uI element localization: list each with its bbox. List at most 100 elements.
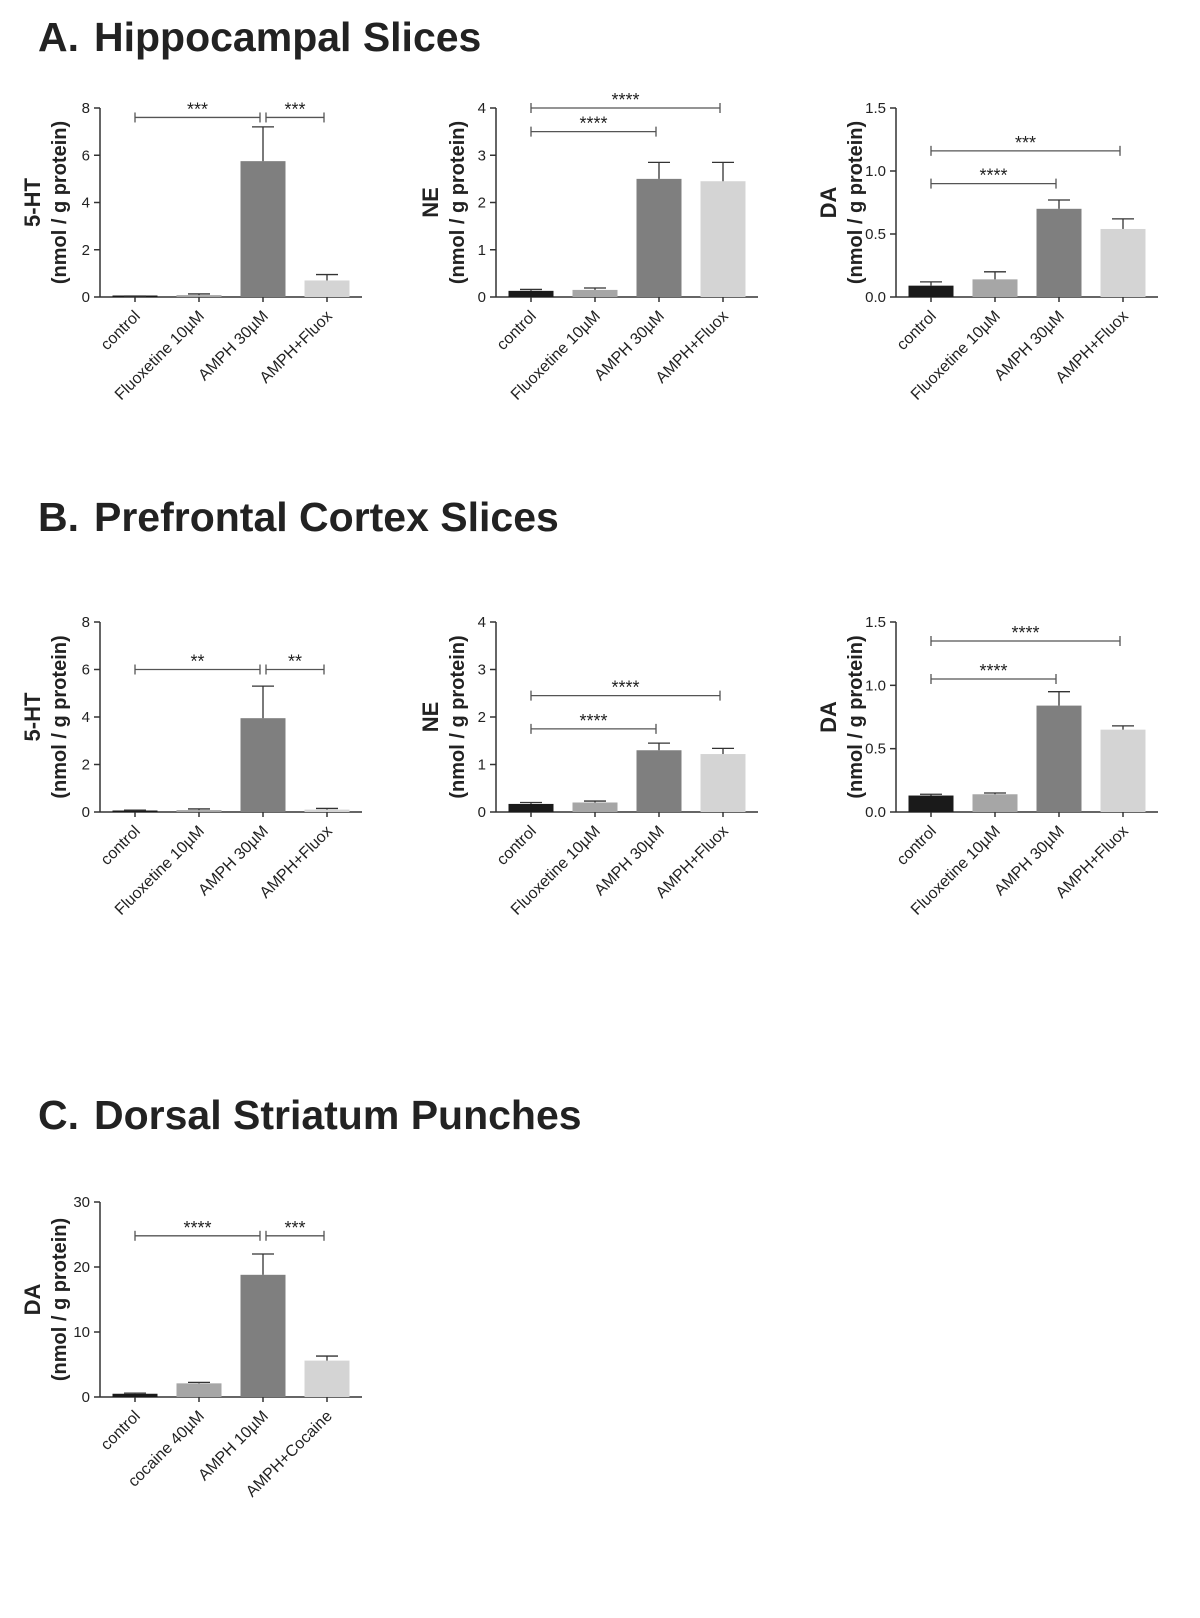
y-tick-label: 2 xyxy=(478,195,486,212)
bar xyxy=(908,285,954,297)
significance-label: **** xyxy=(611,678,639,698)
y-tick-label: 0 xyxy=(478,804,486,821)
chart-prefrontal-5ht: 5-HT (nmol / g protein)02468controlFluoxe… xyxy=(20,614,362,919)
y-tick-label: 30 xyxy=(73,1194,90,1211)
significance-label: ** xyxy=(288,652,302,672)
bar xyxy=(700,181,746,297)
bar xyxy=(176,1383,222,1397)
significance-label: *** xyxy=(284,99,305,119)
bar xyxy=(112,810,158,812)
y-tick-label: 0 xyxy=(82,1389,90,1406)
chart-prefrontal-da: DA (nmol / g protein)0.00.51.01.5controlF… xyxy=(816,614,1158,919)
significance-label: **** xyxy=(579,711,607,731)
x-category-label: control xyxy=(894,308,940,354)
y-tick-label: 10 xyxy=(73,1324,90,1341)
chart-prefrontal-ne: NE (nmol / g protein)01234controlFluoxeti… xyxy=(418,614,758,919)
section-title-c: C. Dorsal Striatum Punches xyxy=(38,1092,582,1139)
bar xyxy=(508,803,554,812)
significance-label: *** xyxy=(284,1218,305,1238)
y-axis-label: NE xyxy=(418,702,443,733)
y-tick-label: 6 xyxy=(82,662,90,679)
section-title-a: A. Hippocampal Slices xyxy=(38,14,481,61)
y-tick-label: 2 xyxy=(82,757,90,774)
y-tick-label: 2 xyxy=(82,242,90,259)
bar xyxy=(240,161,286,297)
section-name: Prefrontal Cortex Slices xyxy=(94,494,559,540)
y-tick-label: 1.0 xyxy=(865,677,886,694)
y-tick-label: 0 xyxy=(478,289,486,306)
y-tick-label: 0 xyxy=(82,289,90,306)
x-category-label: control xyxy=(494,823,540,869)
chart-hippocampal-da: DA (nmol / g protein)0.00.51.01.5controlF… xyxy=(816,100,1158,404)
significance-label: *** xyxy=(187,99,208,119)
bar xyxy=(240,1274,286,1397)
bar xyxy=(112,1393,158,1397)
y-axis-label: NE xyxy=(418,187,443,218)
y-axis-label: DA xyxy=(816,701,841,733)
section-label: B. xyxy=(38,494,79,540)
y-tick-label: 0 xyxy=(82,804,90,821)
bar xyxy=(304,1360,350,1397)
y-tick-label: 8 xyxy=(82,100,90,117)
x-category-label: control xyxy=(98,1408,144,1454)
y-tick-label: 1.0 xyxy=(865,163,886,180)
bar xyxy=(1100,228,1146,297)
x-category-label: control xyxy=(894,823,940,869)
y-tick-label: 20 xyxy=(73,1259,90,1276)
significance-label: **** xyxy=(611,90,639,110)
y-tick-label: 3 xyxy=(478,662,486,679)
bar xyxy=(700,754,746,812)
section-label: C. xyxy=(38,1092,79,1138)
y-axis-label: DA xyxy=(20,1284,45,1316)
y-tick-label: 4 xyxy=(478,100,486,117)
y-axis-unit-label: (nmol / g protein) xyxy=(49,635,71,798)
y-tick-label: 4 xyxy=(478,614,486,631)
y-tick-label: 3 xyxy=(478,147,486,164)
y-axis-unit-label: (nmol / g protein) xyxy=(447,121,469,284)
bar xyxy=(972,794,1018,812)
significance-label: **** xyxy=(579,114,607,134)
y-axis-label: DA xyxy=(816,187,841,219)
significance-label: **** xyxy=(183,1218,211,1238)
bar xyxy=(508,290,554,297)
y-tick-label: 0.5 xyxy=(865,226,886,243)
bar xyxy=(1036,208,1082,297)
y-tick-label: 1 xyxy=(478,757,486,774)
bar xyxy=(636,178,682,297)
bar xyxy=(176,810,222,812)
section-name: Hippocampal Slices xyxy=(94,14,482,60)
y-axis-unit-label: (nmol / g protein) xyxy=(447,635,469,798)
x-category-label: control xyxy=(494,308,540,354)
chart-hippocampal-ne: NE (nmol / g protein)01234controlFluoxeti… xyxy=(418,90,758,404)
bar xyxy=(636,750,682,812)
chart-hippocampal-5ht: 5-HT (nmol / g protein)02468controlFluoxe… xyxy=(20,99,362,404)
y-tick-label: 0.5 xyxy=(865,741,886,758)
y-axis-unit-label: (nmol / g protein) xyxy=(845,635,867,798)
bar xyxy=(1100,729,1146,812)
y-tick-label: 1.5 xyxy=(865,614,886,631)
significance-label: *** xyxy=(1015,133,1036,153)
significance-label: **** xyxy=(979,166,1007,186)
significance-label: **** xyxy=(979,661,1007,681)
y-axis-unit-label: (nmol / g protein) xyxy=(845,121,867,284)
y-axis-label: 5-HT xyxy=(20,692,45,741)
y-axis-unit-label: (nmol / g protein) xyxy=(49,121,71,284)
y-axis-unit-label: (nmol / g protein) xyxy=(49,1218,71,1381)
x-category-label: control xyxy=(98,823,144,869)
bar xyxy=(176,295,222,297)
y-tick-label: 1 xyxy=(478,242,486,259)
y-tick-label: 0.0 xyxy=(865,804,886,821)
significance-label: **** xyxy=(1011,623,1039,643)
y-tick-label: 4 xyxy=(82,195,90,212)
y-tick-label: 2 xyxy=(478,709,486,726)
y-tick-label: 8 xyxy=(82,614,90,631)
bar xyxy=(972,279,1018,297)
y-tick-label: 1.5 xyxy=(865,100,886,117)
section-name: Dorsal Striatum Punches xyxy=(94,1092,582,1138)
bar xyxy=(240,718,286,812)
bar xyxy=(1036,705,1082,812)
bar xyxy=(304,809,350,812)
section-title-b: B. Prefrontal Cortex Slices xyxy=(38,494,559,541)
bar xyxy=(304,280,350,297)
y-tick-label: 0.0 xyxy=(865,289,886,306)
